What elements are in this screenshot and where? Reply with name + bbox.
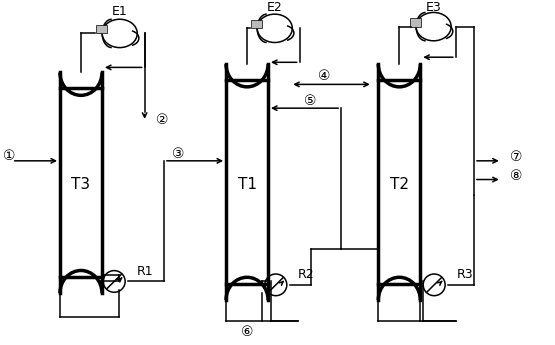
Text: ⑧: ⑧ [510, 169, 522, 183]
FancyBboxPatch shape [410, 18, 421, 27]
Text: ③: ③ [172, 147, 185, 161]
Text: ①: ① [3, 149, 16, 163]
Text: R1: R1 [137, 265, 153, 278]
Text: ⑥: ⑥ [241, 325, 253, 339]
Text: ④: ④ [319, 69, 331, 83]
Text: E1: E1 [112, 5, 128, 18]
FancyBboxPatch shape [251, 20, 262, 28]
Text: R2: R2 [298, 268, 315, 281]
Text: T1: T1 [238, 177, 256, 192]
Text: E2: E2 [267, 1, 282, 14]
Text: ⑤: ⑤ [305, 95, 317, 108]
Text: E3: E3 [426, 1, 441, 14]
Text: R3: R3 [456, 268, 473, 281]
Text: T3: T3 [72, 177, 90, 192]
Text: ⑦: ⑦ [510, 150, 522, 165]
Text: ②: ② [156, 113, 168, 127]
FancyBboxPatch shape [96, 25, 107, 33]
Text: T2: T2 [390, 177, 409, 192]
